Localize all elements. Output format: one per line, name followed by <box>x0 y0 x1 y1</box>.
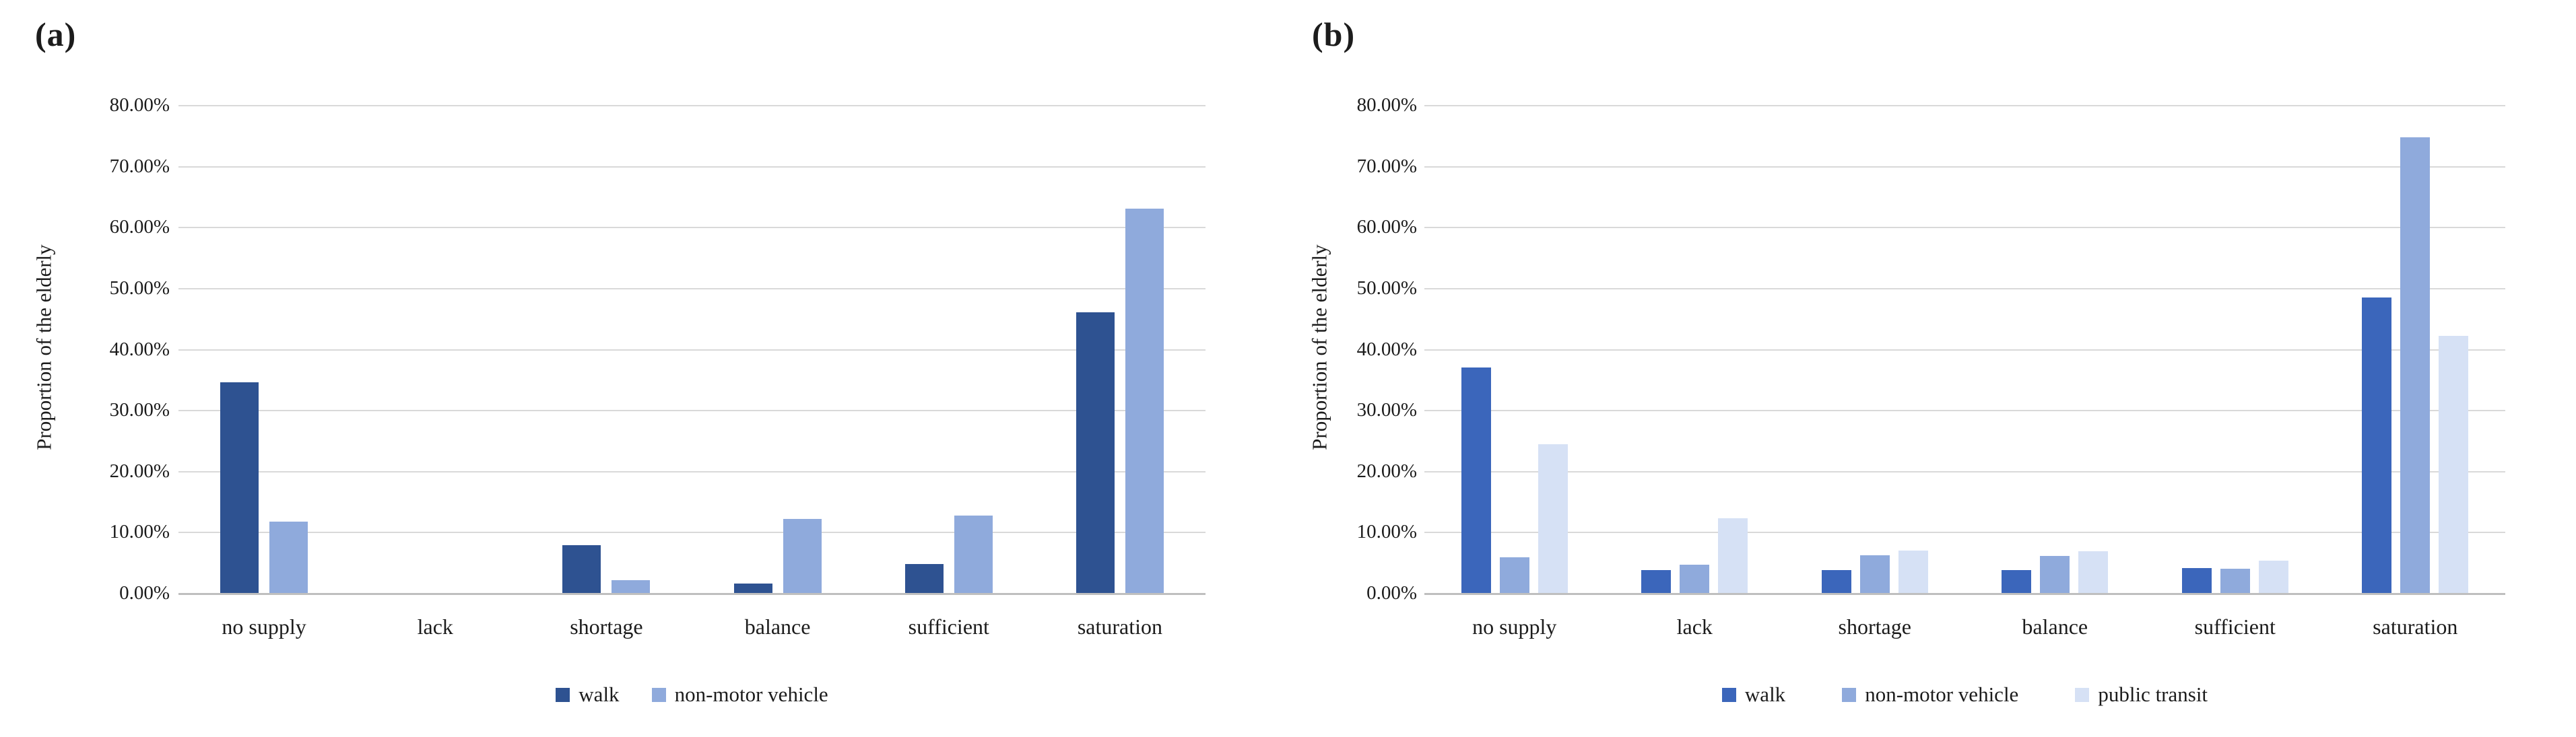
x-category-label: no supply <box>1472 615 1557 639</box>
y-tick-label: 60.00% <box>1356 216 1417 238</box>
y-tick-label: 20.00% <box>1356 460 1417 482</box>
x-axis-labels-a: no supply lack shortage balance sufficient sa… <box>178 611 1206 642</box>
legend-swatch-icon <box>1842 687 1857 702</box>
y-tick-label: 40.00% <box>109 338 170 360</box>
bar-non-motor-vehicle-saturation <box>1125 209 1164 593</box>
legend-a: walk non-motor vehicle <box>178 682 1206 707</box>
x-category-label: no supply <box>222 615 306 639</box>
x-axis-labels-b: no supply lack shortage balance sufficient sa… <box>1424 611 2505 642</box>
bar-non-motor-vehicle-sufficient <box>2220 568 2250 593</box>
y-tick-label: 50.00% <box>1356 277 1417 299</box>
y-tick-label: 70.00% <box>1356 155 1417 177</box>
x-category-label: saturation <box>2373 615 2458 639</box>
y-tick-label: 70.00% <box>109 155 170 177</box>
panel-label-a: (a) <box>35 15 77 53</box>
y-axis-title-a: Proportion of the elderly <box>32 244 56 450</box>
bar-non-motor-vehicle-no-supply <box>1499 557 1529 593</box>
y-tick-label: 0.00% <box>1366 582 1417 604</box>
x-category-label: saturation <box>1077 615 1163 639</box>
legend-item-non-motor-vehicle: non-motor vehicle <box>1842 682 2018 707</box>
bar-walk-sufficient <box>2181 567 2212 593</box>
y-tick-label: 0.00% <box>119 582 170 604</box>
gridline-20 <box>1424 470 2505 472</box>
bar-non-motor-vehicle-saturation <box>2400 137 2431 593</box>
gridline-40 <box>178 349 1206 351</box>
gridline-60 <box>178 227 1206 229</box>
legend-label: walk <box>579 682 620 706</box>
gridline-50 <box>178 287 1206 289</box>
legend-swatch-icon <box>556 687 570 702</box>
bar-walk-balance <box>733 584 772 593</box>
bar-walk-shortage <box>1821 570 1851 593</box>
y-tick-label: 30.00% <box>109 399 170 421</box>
gridline-30 <box>1424 410 2505 412</box>
legend-item-non-motor-vehicle: non-motor vehicle <box>651 682 828 707</box>
y-tick-label: 20.00% <box>109 460 170 482</box>
gridline-40 <box>1424 349 2505 351</box>
x-category-label: lack <box>1676 615 1713 639</box>
x-category-label: balance <box>744 615 811 639</box>
bar-non-motor-vehicle-sufficient <box>954 515 993 593</box>
y-tick-label: 60.00% <box>109 216 170 238</box>
legend-b: walk non-motor vehicle public transit <box>1424 682 2505 707</box>
bar-walk-lack <box>1641 570 1672 593</box>
plot-area-b <box>1424 105 2505 595</box>
legend-swatch-icon <box>651 687 666 702</box>
y-tick-label: 30.00% <box>1356 399 1417 421</box>
bar-non-motor-vehicle-lack <box>1680 565 1710 593</box>
gridline-60 <box>1424 227 2505 229</box>
bar-public-transit-shortage <box>1898 551 1928 593</box>
bar-public-transit-no-supply <box>1538 444 1568 593</box>
y-tick-label: 10.00% <box>1356 521 1417 543</box>
gridline-50 <box>1424 287 2505 289</box>
x-category-label: shortage <box>570 615 643 639</box>
bar-walk-saturation <box>1076 312 1115 593</box>
y-tick-label: 80.00% <box>1356 94 1417 116</box>
x-category-label: lack <box>417 615 453 639</box>
gridline-80 <box>178 105 1206 106</box>
gridline-10 <box>178 532 1206 534</box>
bar-public-transit-saturation <box>2439 335 2469 593</box>
gridline-70 <box>1424 166 2505 168</box>
legend-label: walk <box>1744 682 1786 706</box>
bar-walk-no-supply <box>220 382 259 593</box>
legend-label: non-motor vehicle <box>674 682 828 706</box>
legend-label: non-motor vehicle <box>1865 682 2019 706</box>
bar-non-motor-vehicle-shortage <box>612 580 651 593</box>
bar-public-transit-balance <box>2078 551 2109 593</box>
bar-public-transit-sufficient <box>2258 560 2288 593</box>
bar-walk-no-supply <box>1461 367 1491 593</box>
y-tick-label: 10.00% <box>109 521 170 543</box>
legend-item-walk: walk <box>556 682 620 707</box>
x-category-label: sufficient <box>908 615 989 639</box>
gridline-70 <box>178 166 1206 168</box>
bar-walk-balance <box>2002 570 2032 593</box>
bar-non-motor-vehicle-shortage <box>1859 555 1890 593</box>
gridline-80 <box>1424 105 2505 106</box>
gridline-10 <box>1424 532 2505 534</box>
gridline-20 <box>178 470 1206 472</box>
y-tick-label: 80.00% <box>109 94 170 116</box>
y-tick-label: 40.00% <box>1356 338 1417 360</box>
bar-non-motor-vehicle-balance <box>783 519 822 593</box>
panel-label-b: (b) <box>1312 15 1356 53</box>
legend-item-walk: walk <box>1721 682 1786 707</box>
legend-label: public transit <box>2098 682 2208 706</box>
bar-non-motor-vehicle-balance <box>2040 555 2070 593</box>
bar-walk-saturation <box>2362 297 2392 593</box>
y-tick-label: 50.00% <box>109 277 170 299</box>
bar-non-motor-vehicle-no-supply <box>269 521 308 593</box>
x-category-label: shortage <box>1838 615 1911 639</box>
legend-swatch-icon <box>1721 687 1736 702</box>
bar-walk-shortage <box>562 545 601 593</box>
legend-swatch-icon <box>2075 687 2090 702</box>
bar-walk-sufficient <box>904 563 944 593</box>
legend-item-public-transit: public transit <box>2075 682 2208 707</box>
x-category-label: balance <box>2022 615 2088 639</box>
bar-public-transit-lack <box>1718 518 1748 593</box>
gridline-30 <box>178 410 1206 412</box>
plot-area-a <box>178 105 1206 595</box>
x-category-label: sufficient <box>2194 615 2276 639</box>
